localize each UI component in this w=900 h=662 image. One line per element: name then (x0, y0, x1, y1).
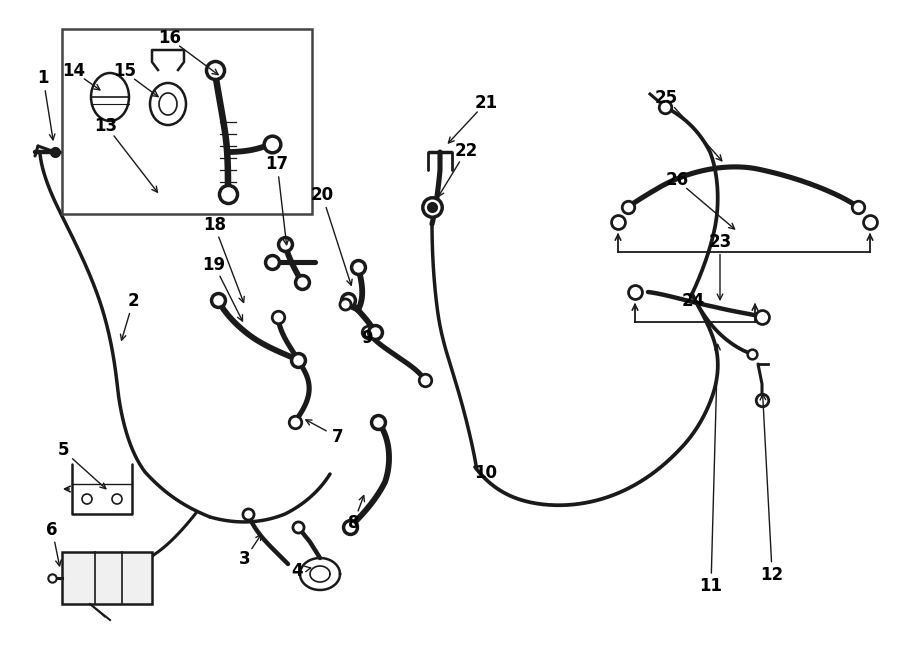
Text: 21: 21 (474, 93, 498, 112)
Text: 20: 20 (310, 186, 334, 205)
Text: 22: 22 (454, 142, 478, 160)
Text: 16: 16 (158, 29, 181, 48)
Bar (62, 552, 152, 604)
Text: 1: 1 (38, 69, 49, 87)
Text: 7: 7 (332, 428, 343, 446)
Text: 3: 3 (239, 550, 250, 569)
Text: 8: 8 (348, 514, 359, 532)
Ellipse shape (159, 93, 177, 115)
Text: 12: 12 (760, 565, 784, 584)
Text: 4: 4 (292, 561, 302, 580)
Ellipse shape (91, 73, 129, 121)
Text: 24: 24 (681, 292, 705, 310)
Text: 25: 25 (654, 89, 678, 107)
Text: 18: 18 (202, 216, 226, 234)
Text: 5: 5 (58, 441, 68, 459)
Bar (62, 29, 312, 214)
Text: 13: 13 (94, 117, 118, 135)
Text: 14: 14 (62, 62, 86, 81)
Text: 17: 17 (266, 155, 289, 173)
Text: 23: 23 (708, 232, 732, 251)
Text: 2: 2 (128, 292, 139, 310)
Text: 6: 6 (47, 520, 58, 539)
Ellipse shape (150, 83, 186, 125)
Text: 15: 15 (112, 62, 136, 81)
Text: 9: 9 (362, 328, 373, 347)
Text: 19: 19 (202, 256, 226, 274)
Text: 10: 10 (474, 464, 498, 483)
Text: 26: 26 (665, 171, 688, 189)
Text: 11: 11 (699, 577, 723, 595)
